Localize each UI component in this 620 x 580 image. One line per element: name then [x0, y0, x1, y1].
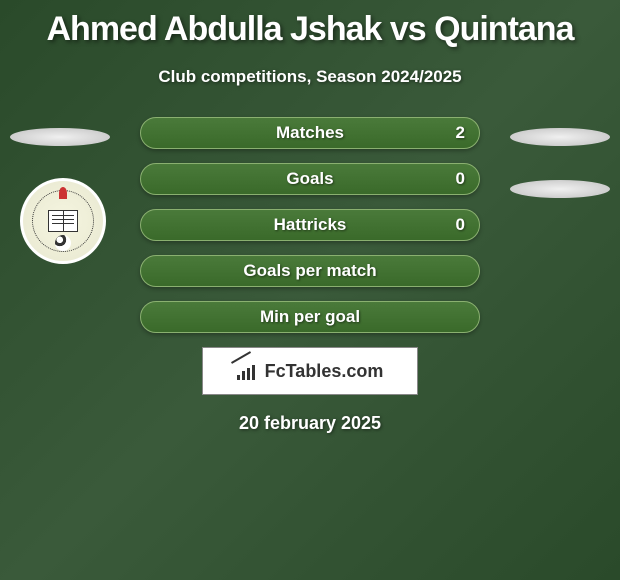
stat-row-matches: Matches 2: [140, 117, 480, 149]
brand-text: FcTables.com: [265, 361, 384, 382]
stat-label: Goals per match: [243, 261, 376, 281]
subtitle: Club competitions, Season 2024/2025: [0, 67, 620, 87]
page-title: Ahmed Abdulla Jshak vs Quintana: [0, 0, 620, 49]
date-text: 20 february 2025: [0, 413, 620, 434]
stat-label: Hattricks: [274, 215, 347, 235]
stat-row-hattricks: Hattricks 0: [140, 209, 480, 241]
brand-watermark: FcTables.com: [202, 347, 418, 395]
stat-value: 0: [456, 215, 465, 235]
stat-row-goals: Goals 0: [140, 163, 480, 195]
stat-value: 2: [456, 123, 465, 143]
brand-chart-icon: [237, 362, 261, 380]
stat-label: Goals: [286, 169, 333, 189]
stat-value: 0: [456, 169, 465, 189]
stat-row-min-per-goal: Min per goal: [140, 301, 480, 333]
stat-label: Matches: [276, 123, 344, 143]
stat-label: Min per goal: [260, 307, 360, 327]
stat-row-goals-per-match: Goals per match: [140, 255, 480, 287]
stats-column: Matches 2 Goals 0 Hattricks 0 Goals per …: [140, 117, 480, 333]
stats-container: Matches 2 Goals 0 Hattricks 0 Goals per …: [0, 117, 620, 333]
